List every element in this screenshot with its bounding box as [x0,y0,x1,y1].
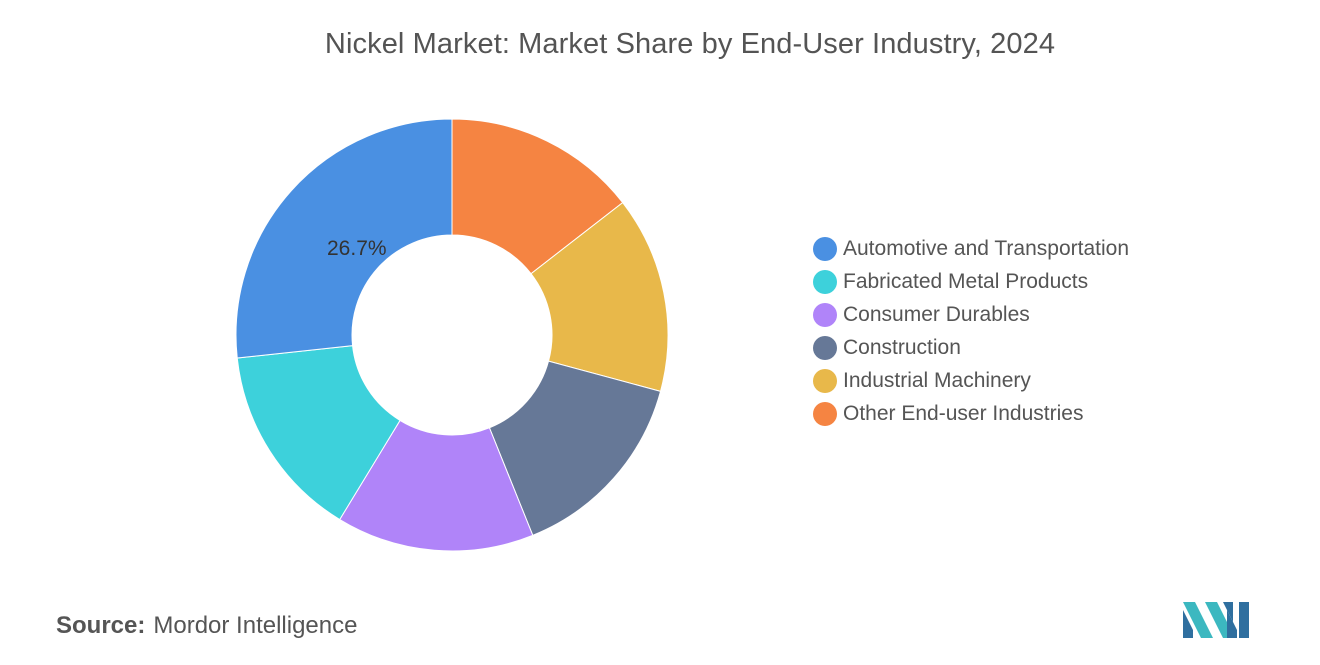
legend-item: Other End-user Industries [813,397,1129,430]
legend-swatch [813,302,837,327]
slice-other-end-user-industries [451,118,624,275]
legend-label: Construction [843,335,961,359]
legend-swatch [813,335,837,360]
slice-consumer-durables [339,419,534,552]
legend-label: Other End-user Industries [843,401,1084,425]
slice-automotive-and-transportation [235,118,453,359]
legend-item: Automotive and Transportation [813,232,1129,265]
legend-item: Consumer Durables [813,298,1129,331]
legend-label: Industrial Machinery [843,368,1031,392]
source-line: Source: Mordor Intelligence [56,612,357,640]
chart-legend: Automotive and Transportation Fabricated … [813,232,1129,430]
legend-label: Consumer Durables [843,302,1030,326]
legend-item: Construction [813,331,1129,364]
mordor-intelligence-logo [1183,602,1249,638]
legend-item: Fabricated Metal Products [813,265,1129,298]
slice-fabricated-metal-products [236,345,401,521]
source-value: Mordor Intelligence [153,612,358,639]
legend-swatch [813,368,837,393]
legend-label: Automotive and Transportation [843,236,1130,260]
legend-swatch [813,236,837,261]
data-label-automotive-and-transportation: 26.7% [327,237,387,260]
legend-label: Fabricated Metal Products [843,269,1089,293]
source-label: Source: [56,612,146,639]
legend-swatch [813,269,837,294]
legend-swatch [813,401,837,426]
slice-industrial-machinery [530,201,669,392]
legend-item: Industrial Machinery [813,364,1129,397]
slice-construction [488,360,662,536]
chart-title: Nickel Market: Market Share by End-User … [324,28,1056,60]
